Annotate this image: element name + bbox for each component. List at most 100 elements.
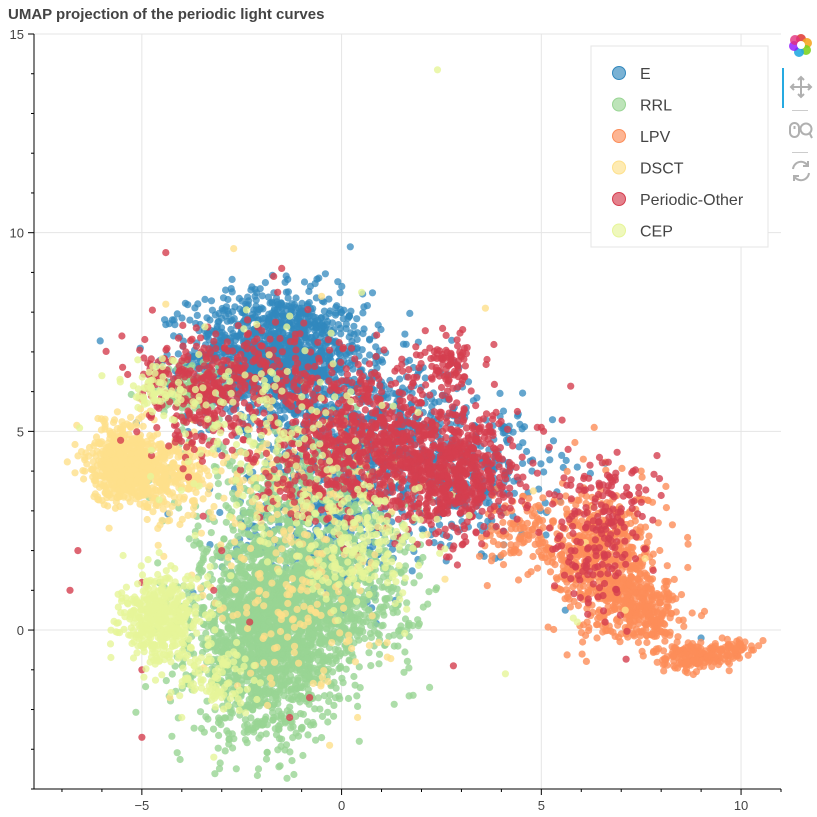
data-point xyxy=(287,656,295,664)
data-point xyxy=(225,735,233,743)
data-point xyxy=(354,702,362,711)
data-point xyxy=(283,774,291,782)
data-point xyxy=(305,299,313,307)
data-point xyxy=(410,579,418,587)
data-point xyxy=(296,669,304,677)
data-point xyxy=(537,460,545,468)
data-point xyxy=(350,672,358,681)
data-point xyxy=(368,289,377,297)
data-point xyxy=(189,352,197,360)
data-point xyxy=(259,315,267,323)
data-point xyxy=(279,672,287,680)
data-point xyxy=(353,692,361,700)
data-point xyxy=(515,443,523,451)
data-point xyxy=(286,357,294,365)
data-point xyxy=(261,279,269,287)
data-point xyxy=(318,325,326,333)
data-point xyxy=(312,736,320,744)
data-point xyxy=(334,278,342,286)
data-point xyxy=(351,681,359,689)
data-point xyxy=(232,765,240,773)
data-point xyxy=(154,559,162,567)
data-point xyxy=(320,692,329,700)
data-point xyxy=(176,755,184,764)
data-point xyxy=(248,643,256,651)
data-point xyxy=(405,664,413,672)
data-point xyxy=(390,700,398,708)
data-point xyxy=(365,649,373,657)
data-point xyxy=(311,280,319,288)
data-point xyxy=(300,278,309,286)
data-point xyxy=(255,734,263,742)
data-point xyxy=(519,389,527,397)
data-point xyxy=(293,314,301,322)
data-point xyxy=(215,714,223,722)
data-point xyxy=(316,705,324,713)
data-point xyxy=(253,289,261,297)
data-point xyxy=(331,645,339,653)
data-point xyxy=(338,282,346,290)
data-point xyxy=(200,728,208,736)
data-point xyxy=(325,309,333,318)
data-point xyxy=(372,343,380,351)
data-point xyxy=(330,712,338,720)
data-point xyxy=(304,731,312,739)
data-point xyxy=(275,722,283,730)
data-point xyxy=(287,672,295,680)
data-point xyxy=(193,311,201,319)
data-point xyxy=(142,683,150,691)
data-point xyxy=(168,732,176,740)
data-point xyxy=(402,340,410,348)
data-point xyxy=(393,608,401,616)
data-point xyxy=(282,272,290,280)
data-point xyxy=(421,374,429,382)
data-point xyxy=(214,744,222,752)
data-point xyxy=(324,317,332,326)
data-point xyxy=(360,303,368,311)
data-point xyxy=(279,313,287,321)
data-point xyxy=(262,755,271,763)
data-point xyxy=(263,748,271,757)
data-point xyxy=(282,288,290,296)
data-point xyxy=(230,315,238,323)
data-point xyxy=(227,285,235,293)
data-point xyxy=(367,662,375,670)
data-point xyxy=(262,668,271,676)
data-point xyxy=(394,642,402,650)
data-point xyxy=(297,724,305,732)
data-point xyxy=(216,508,224,517)
data-point xyxy=(336,351,344,359)
data-point xyxy=(277,635,285,644)
data-point xyxy=(403,599,411,607)
data-point xyxy=(208,555,216,564)
data-point xyxy=(272,294,281,302)
data-point xyxy=(288,757,296,765)
data-point xyxy=(324,718,332,726)
data-point xyxy=(222,303,230,311)
data-point xyxy=(287,724,295,732)
data-point xyxy=(332,684,340,692)
data-point xyxy=(186,316,194,324)
data-point xyxy=(367,633,375,642)
data-point xyxy=(240,636,249,644)
data-point xyxy=(274,746,282,754)
data-point xyxy=(225,617,233,626)
data-point xyxy=(201,295,209,303)
data-point xyxy=(309,718,317,727)
data-point xyxy=(348,337,356,345)
data-point xyxy=(374,321,382,329)
data-point xyxy=(350,322,358,330)
data-point xyxy=(293,691,302,699)
data-point xyxy=(311,326,319,334)
data-point xyxy=(282,343,290,351)
data-point xyxy=(415,572,423,580)
data-point xyxy=(173,310,181,318)
data-point xyxy=(280,692,288,700)
data-point xyxy=(231,303,239,311)
data-point xyxy=(448,336,456,344)
data-point xyxy=(206,593,214,601)
data-point xyxy=(473,394,481,402)
data-point xyxy=(254,765,263,773)
data-point xyxy=(299,751,307,760)
